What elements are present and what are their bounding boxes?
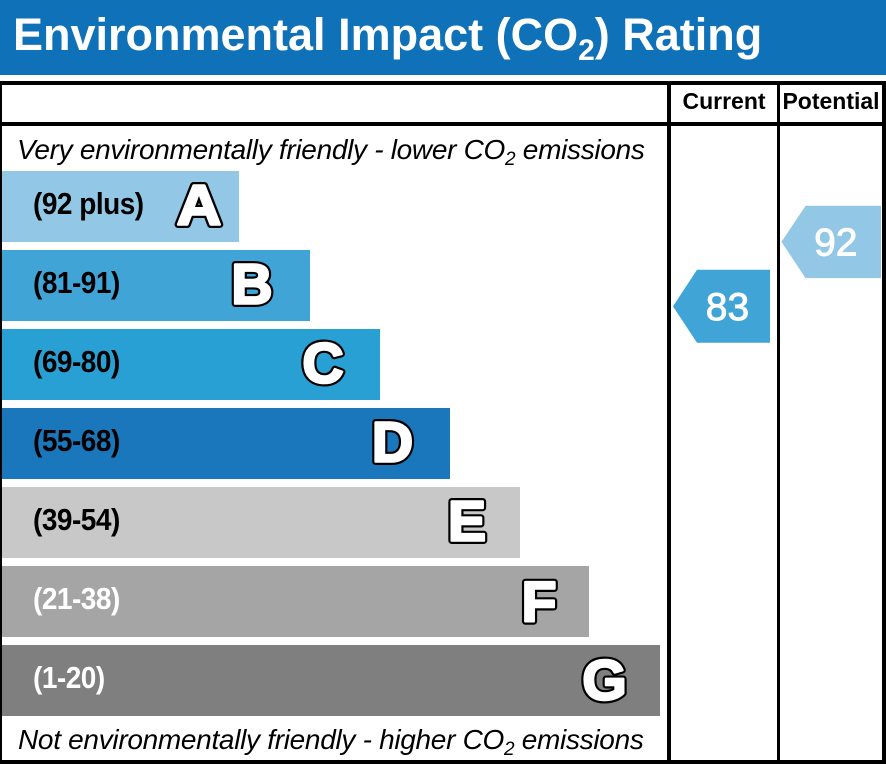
svg-text:C: C [302,332,343,396]
svg-text:92: 92 [814,222,857,265]
svg-text:A: A [177,173,221,237]
svg-text:B: B [231,253,272,317]
svg-text:E: E [448,490,486,554]
svg-text:B: B [231,253,272,317]
svg-text:D: D [372,411,413,475]
svg-text:G: G [582,649,626,713]
svg-text:F: F [522,571,557,635]
svg-text:D: D [372,411,413,475]
svg-text:83: 83 [706,286,749,329]
svg-text:A: A [177,173,221,237]
svg-text:E: E [448,490,486,554]
svg-text:G: G [582,649,626,713]
svg-text:C: C [302,332,343,396]
svg-text:F: F [522,571,557,635]
